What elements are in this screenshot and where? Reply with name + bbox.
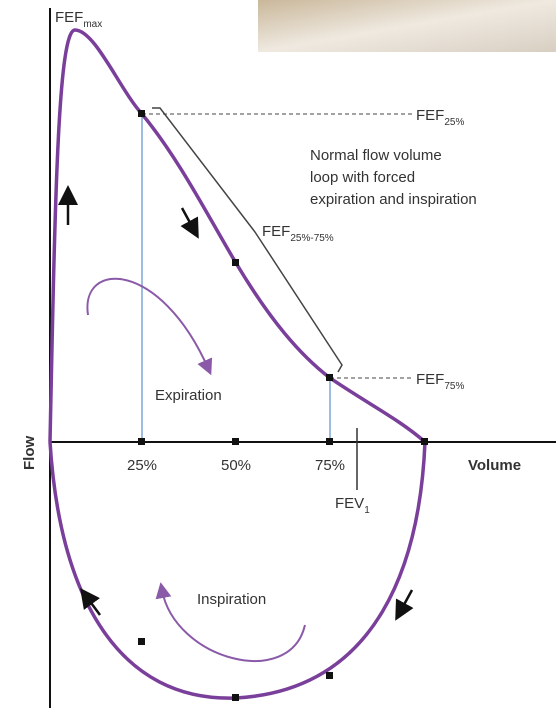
point (326, 672, 333, 679)
x-tick-label: 75% (315, 457, 345, 474)
expiration-label: Expiration (155, 387, 222, 404)
point (326, 374, 333, 381)
inspiration-arrow (155, 582, 306, 662)
label-main: FEV (335, 495, 364, 512)
x-tick-label: 50% (221, 457, 251, 474)
x-axis-label: Volume (468, 457, 521, 474)
description-line: expiration and inspiration (310, 191, 477, 208)
label-sub: 25%-75% (290, 233, 333, 244)
photo (258, 0, 556, 52)
label-main: FEF (416, 371, 444, 388)
point (326, 438, 333, 445)
description-line: Normal flow volume (310, 147, 442, 164)
label-sub: max (83, 19, 102, 30)
label-main: FEF (55, 9, 83, 26)
inspiration-label: Inspiration (197, 591, 266, 608)
label-sub: 25% (444, 117, 464, 128)
x-tick-label: 25% (127, 457, 157, 474)
fef-75-label: FEF75% (416, 371, 464, 392)
description-line: loop with forced (310, 169, 415, 186)
fef-25-label: FEF25% (416, 107, 464, 128)
expiration-curve (48, 28, 427, 444)
expiration-arrow (86, 277, 213, 376)
point (232, 259, 239, 266)
arrow (395, 589, 414, 621)
label-sub: 1 (364, 505, 370, 516)
fef-max-label: FEFmax (55, 9, 102, 30)
label-main: FEF (416, 107, 444, 124)
label-sub: 75% (444, 381, 464, 392)
point (421, 438, 428, 445)
arrow (180, 207, 199, 239)
arrow (80, 587, 102, 616)
point (232, 694, 239, 701)
fef-25-75-label: FEF25%-75% (262, 223, 334, 244)
bracket (152, 107, 343, 373)
point (138, 638, 145, 645)
point (138, 110, 145, 117)
point (138, 438, 145, 445)
point (232, 438, 239, 445)
points (138, 110, 428, 701)
fev1-label: FEV1 (335, 495, 370, 516)
y-axis-label: Flow (21, 436, 38, 470)
label-main: FEF (262, 223, 290, 240)
